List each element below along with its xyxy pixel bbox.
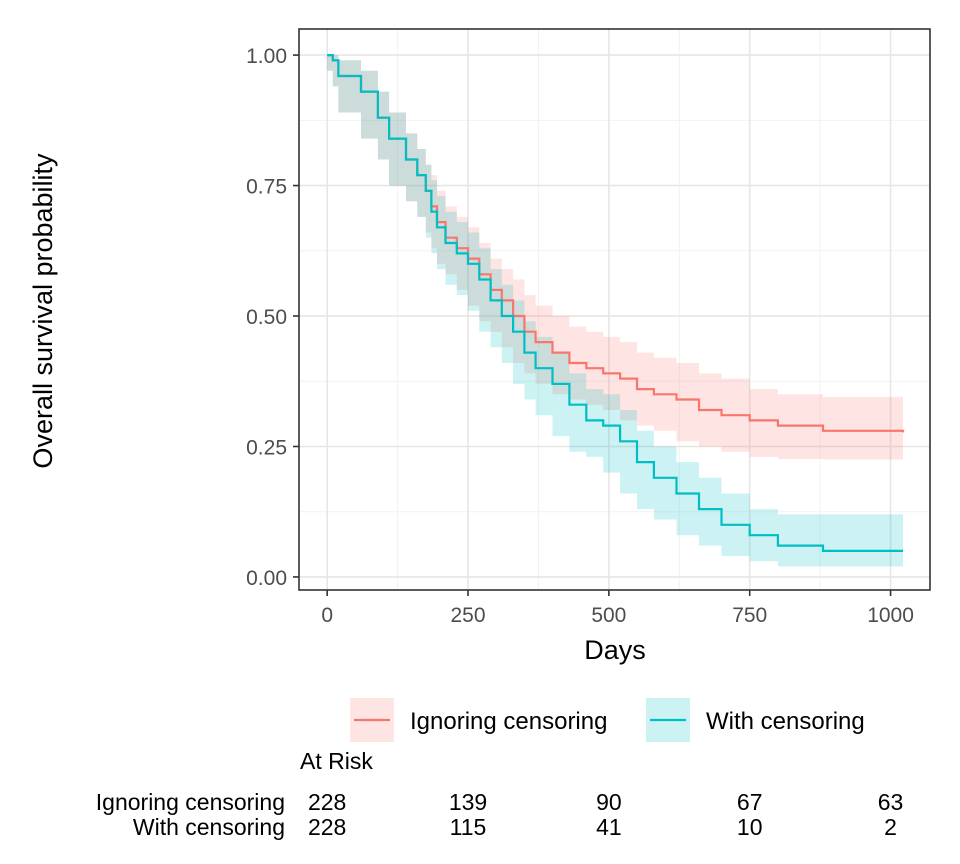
survival-line-1 <box>327 54 903 552</box>
x-tick-label: 750 <box>732 604 767 627</box>
risk-count: 63 <box>878 789 904 815</box>
y-tick-label: 0.75 <box>246 176 287 199</box>
risk-count: 228 <box>308 789 346 815</box>
y-tick-label: 0.50 <box>246 306 287 329</box>
risk-count: 67 <box>737 789 763 815</box>
y-tick-label: 1.00 <box>246 45 287 68</box>
x-axis-title: Days <box>584 635 646 665</box>
risk-count: 115 <box>450 814 487 840</box>
risk-count: 228 <box>308 814 346 840</box>
plot-panel <box>298 28 931 591</box>
y-tick-label: 0.00 <box>246 567 287 590</box>
risk-row-label: With censoring <box>133 814 285 840</box>
y-axis-title: Overall survival probability <box>28 153 58 469</box>
confidence-band-1 <box>327 55 903 567</box>
confidence-band-0 <box>327 55 903 460</box>
risk-count: 2 <box>884 814 897 840</box>
risk-count: 139 <box>449 789 487 815</box>
legend-label: With censoring <box>706 708 865 735</box>
risk-count: 90 <box>596 789 622 815</box>
legend-label: Ignoring censoring <box>410 708 607 735</box>
y-tick-label: 0.25 <box>246 436 287 459</box>
legend-item-0: Ignoring censoring <box>350 698 607 742</box>
risk-table-title: At Risk <box>300 748 373 774</box>
x-tick-label: 500 <box>591 604 626 627</box>
legend-item-1: With censoring <box>646 698 865 742</box>
risk-row-label: Ignoring censoring <box>96 789 285 815</box>
x-tick-label: 1000 <box>867 604 914 627</box>
risk-count: 41 <box>596 814 622 840</box>
x-tick-label: 0 <box>321 604 333 627</box>
x-tick-label: 250 <box>450 604 485 627</box>
panel-border <box>298 28 931 591</box>
risk-count: 10 <box>737 814 763 840</box>
